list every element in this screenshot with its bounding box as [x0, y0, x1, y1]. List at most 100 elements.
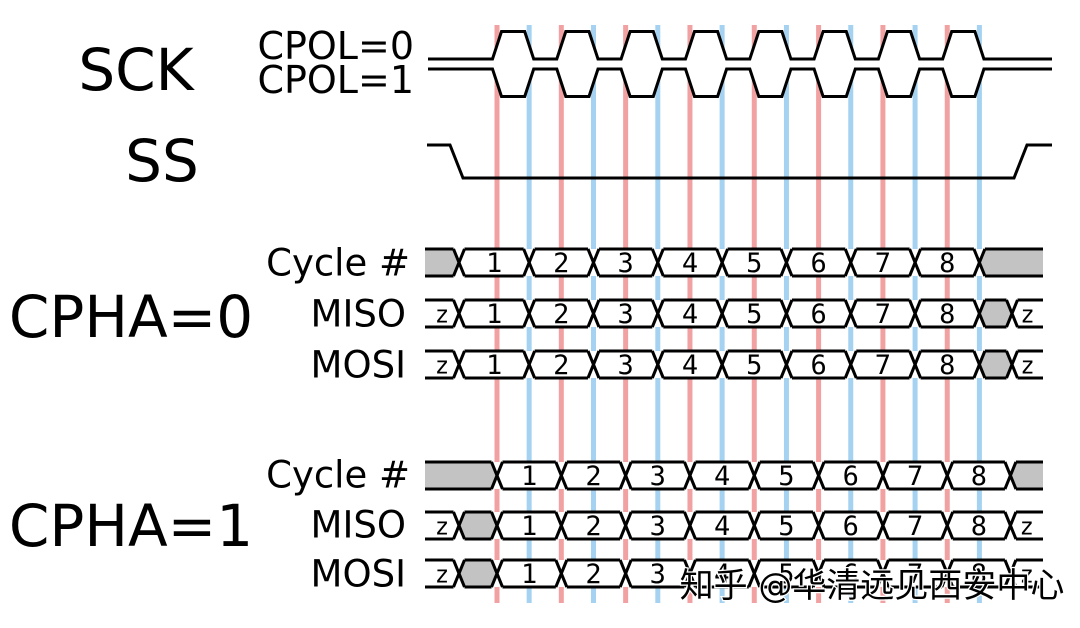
cycle-number: 5 — [778, 559, 794, 590]
bus-row-fill — [425, 560, 1043, 587]
crossover — [940, 511, 955, 540]
hiz-label: z — [435, 513, 449, 541]
hiz-label: z — [435, 301, 449, 329]
bus-row-fill — [425, 462, 1043, 489]
crossover — [452, 248, 466, 277]
bus-rows-layer: 1 2 3 4 5 6 7 8z 1 2 3 4 5 6 7 8 zz 1 2 3 4 5 6 7 8 z1 2 3 4 5 6 7 8z 1 2 3… — [425, 247, 1043, 590]
cycle-number: 1 — [521, 559, 537, 590]
undefined-segment — [979, 300, 1012, 327]
cpha1-cycle-row: 1 2 3 4 5 6 7 8 — [425, 460, 1043, 492]
cycle-number: 5 — [746, 350, 762, 381]
cpha1-mosi-row: z 1 2 3 4 5 6 7 8 z — [425, 558, 1043, 590]
hiz-label: z — [435, 561, 449, 589]
hiz-label: z — [1019, 561, 1033, 589]
watermark: 知乎 @华清远见西安中心 — [680, 566, 1065, 606]
cycle-number: 5 — [746, 299, 762, 330]
undefined-segment — [979, 351, 1012, 378]
crossover — [618, 511, 633, 540]
crossover — [683, 559, 697, 588]
crossover — [715, 350, 730, 379]
hiz-label: z — [1019, 513, 1033, 541]
cycle-number: 6 — [810, 350, 826, 381]
cycle-number: 8 — [939, 299, 955, 330]
cycle-number: 7 — [907, 559, 923, 590]
cycle-number: 5 — [778, 461, 794, 492]
undefined-segment — [425, 249, 459, 276]
hiz-label: z — [435, 352, 449, 380]
crossover — [876, 511, 890, 540]
crossover — [876, 461, 890, 490]
undefined-segment — [1010, 462, 1043, 489]
cpha0-cycle-label: Cycle # — [266, 242, 410, 285]
crossover — [683, 461, 697, 490]
crossover — [490, 559, 504, 588]
cycle-number: 3 — [618, 248, 634, 279]
sck-cpol0-wave — [428, 30, 1052, 61]
cycle-number: 3 — [650, 461, 666, 492]
cycle-number: 8 — [939, 248, 955, 279]
crossover — [972, 350, 987, 379]
bus-row-fill — [425, 512, 1043, 539]
crossover — [650, 248, 665, 277]
crossover — [908, 299, 922, 328]
crossover — [618, 461, 633, 490]
cycle-number: 2 — [585, 511, 601, 542]
cycle-number: 4 — [682, 350, 698, 381]
crossover — [811, 461, 826, 490]
cycle-number: 8 — [971, 511, 987, 542]
crossover — [1005, 299, 1019, 328]
crossover — [747, 559, 762, 588]
cycle-number: 2 — [585, 559, 601, 590]
crossover — [1003, 461, 1018, 490]
sck-band-fill — [428, 31, 1052, 97]
cycle-number: 4 — [682, 299, 698, 330]
cpol0-label: CPOL=0 — [257, 24, 414, 68]
crossover — [554, 511, 569, 540]
crossover — [683, 511, 697, 540]
cpha1-cycle-label: Cycle # — [266, 454, 410, 497]
crossover — [908, 248, 922, 277]
crossover — [811, 559, 826, 588]
cycle-number: 8 — [971, 461, 987, 492]
cycle-number: 1 — [486, 299, 502, 330]
cpha1-mosi-label: MOSI — [311, 553, 406, 596]
crossover — [522, 299, 537, 328]
ss-wave — [427, 143, 1052, 180]
crossover — [972, 299, 987, 328]
ss-label: SS — [125, 127, 199, 195]
crossover — [1005, 350, 1019, 379]
crossover — [972, 248, 987, 277]
cycle-number: 7 — [875, 248, 891, 279]
sck-waveform-layer — [428, 30, 1052, 98]
cpha0-miso-label: MISO — [311, 293, 406, 336]
crossover — [554, 461, 569, 490]
cycle-number: 3 — [618, 350, 634, 381]
crossover — [452, 511, 466, 540]
cycle-number: 3 — [650, 511, 666, 542]
undefined-segment — [979, 249, 1043, 276]
crossover — [554, 559, 569, 588]
undefined-segment — [425, 462, 497, 489]
cycle-number: 6 — [843, 511, 859, 542]
cycle-number: 8 — [939, 350, 955, 381]
cycle-number: 2 — [553, 350, 569, 381]
cycle-number: 6 — [810, 248, 826, 279]
crossover — [452, 559, 466, 588]
cpha0-cycle-row: 1 2 3 4 5 6 7 8 — [425, 247, 1043, 279]
cycle-number: 3 — [650, 559, 666, 590]
cycle-number: 4 — [714, 511, 730, 542]
crossover — [650, 350, 665, 379]
crossover — [1003, 511, 1018, 540]
cycle-number: 7 — [875, 350, 891, 381]
sck-cpol1-wave — [428, 67, 1052, 98]
crossover — [908, 350, 922, 379]
crossover — [715, 248, 730, 277]
crossover — [747, 511, 762, 540]
cycle-number: 1 — [486, 350, 502, 381]
cycle-number: 3 — [618, 299, 634, 330]
cycle-number: 5 — [746, 248, 762, 279]
cycle-number: 1 — [521, 511, 537, 542]
cycle-number: 4 — [682, 248, 698, 279]
crossover — [650, 299, 665, 328]
crossover — [779, 299, 794, 328]
